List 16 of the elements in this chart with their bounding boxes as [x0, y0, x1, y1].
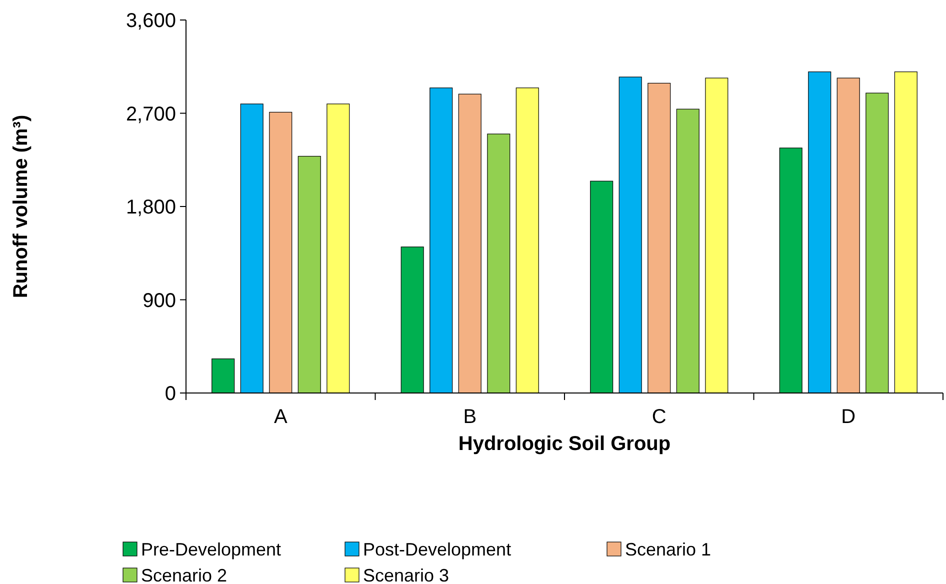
y-tick-label: 1,800 — [126, 196, 176, 218]
y-tick-label: 0 — [164, 383, 176, 405]
y-axis-title: Runoff volume (m³) — [10, 114, 32, 298]
legend-label: Pre-Development — [141, 539, 282, 560]
x-tick-label: B — [463, 406, 477, 428]
legend-label: Scenario 3 — [363, 565, 450, 584]
y-tick-label: 900 — [142, 290, 176, 312]
legend-label: Scenario 2 — [141, 565, 228, 584]
y-tick-label: 2,700 — [126, 103, 176, 126]
x-tick-label: D — [841, 406, 856, 428]
x-tick-label: A — [274, 406, 288, 428]
x-axis-title: Hydrologic Soil Group — [458, 433, 671, 455]
legend-label: Post-Development — [363, 539, 512, 560]
legend-label: Scenario 1 — [625, 539, 712, 560]
y-tick-label: 3,600 — [126, 10, 176, 32]
x-tick-label: C — [652, 406, 666, 428]
